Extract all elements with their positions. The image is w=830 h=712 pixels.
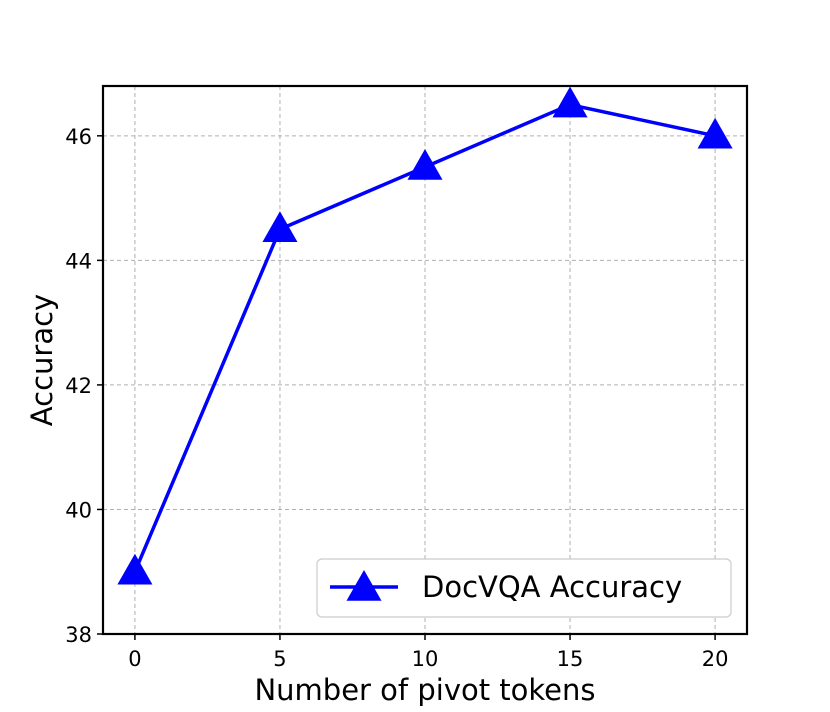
data-point-marker [697,117,733,149]
axis-ticks: 0 5 10 15 20 38 40 42 44 46 [65,125,728,671]
data-point-marker [117,553,153,585]
legend: DocVQA Accuracy [316,558,732,618]
y-tick-label: 46 [65,125,92,149]
x-tick-label: 5 [273,647,286,671]
data-point-marker [552,86,588,118]
y-tick-label: 42 [65,374,92,398]
legend-box [316,558,732,618]
y-tick-label: 44 [65,249,92,273]
x-tick-label: 20 [702,647,729,671]
legend-label: DocVQA Accuracy [422,570,682,604]
data-point-marker [262,211,298,242]
x-axis-label: Number of pivot tokens [254,673,595,707]
y-axis-label: Accuracy [25,294,59,426]
y-tick-label: 38 [65,623,92,647]
series-layer [117,86,733,585]
x-tick-label: 15 [557,647,584,671]
legend-marker-triangle [346,569,382,601]
x-tick-label: 10 [412,647,439,671]
y-tick-label: 40 [65,498,92,522]
data-point-marker [407,148,443,180]
x-tick-label: 0 [128,647,141,671]
